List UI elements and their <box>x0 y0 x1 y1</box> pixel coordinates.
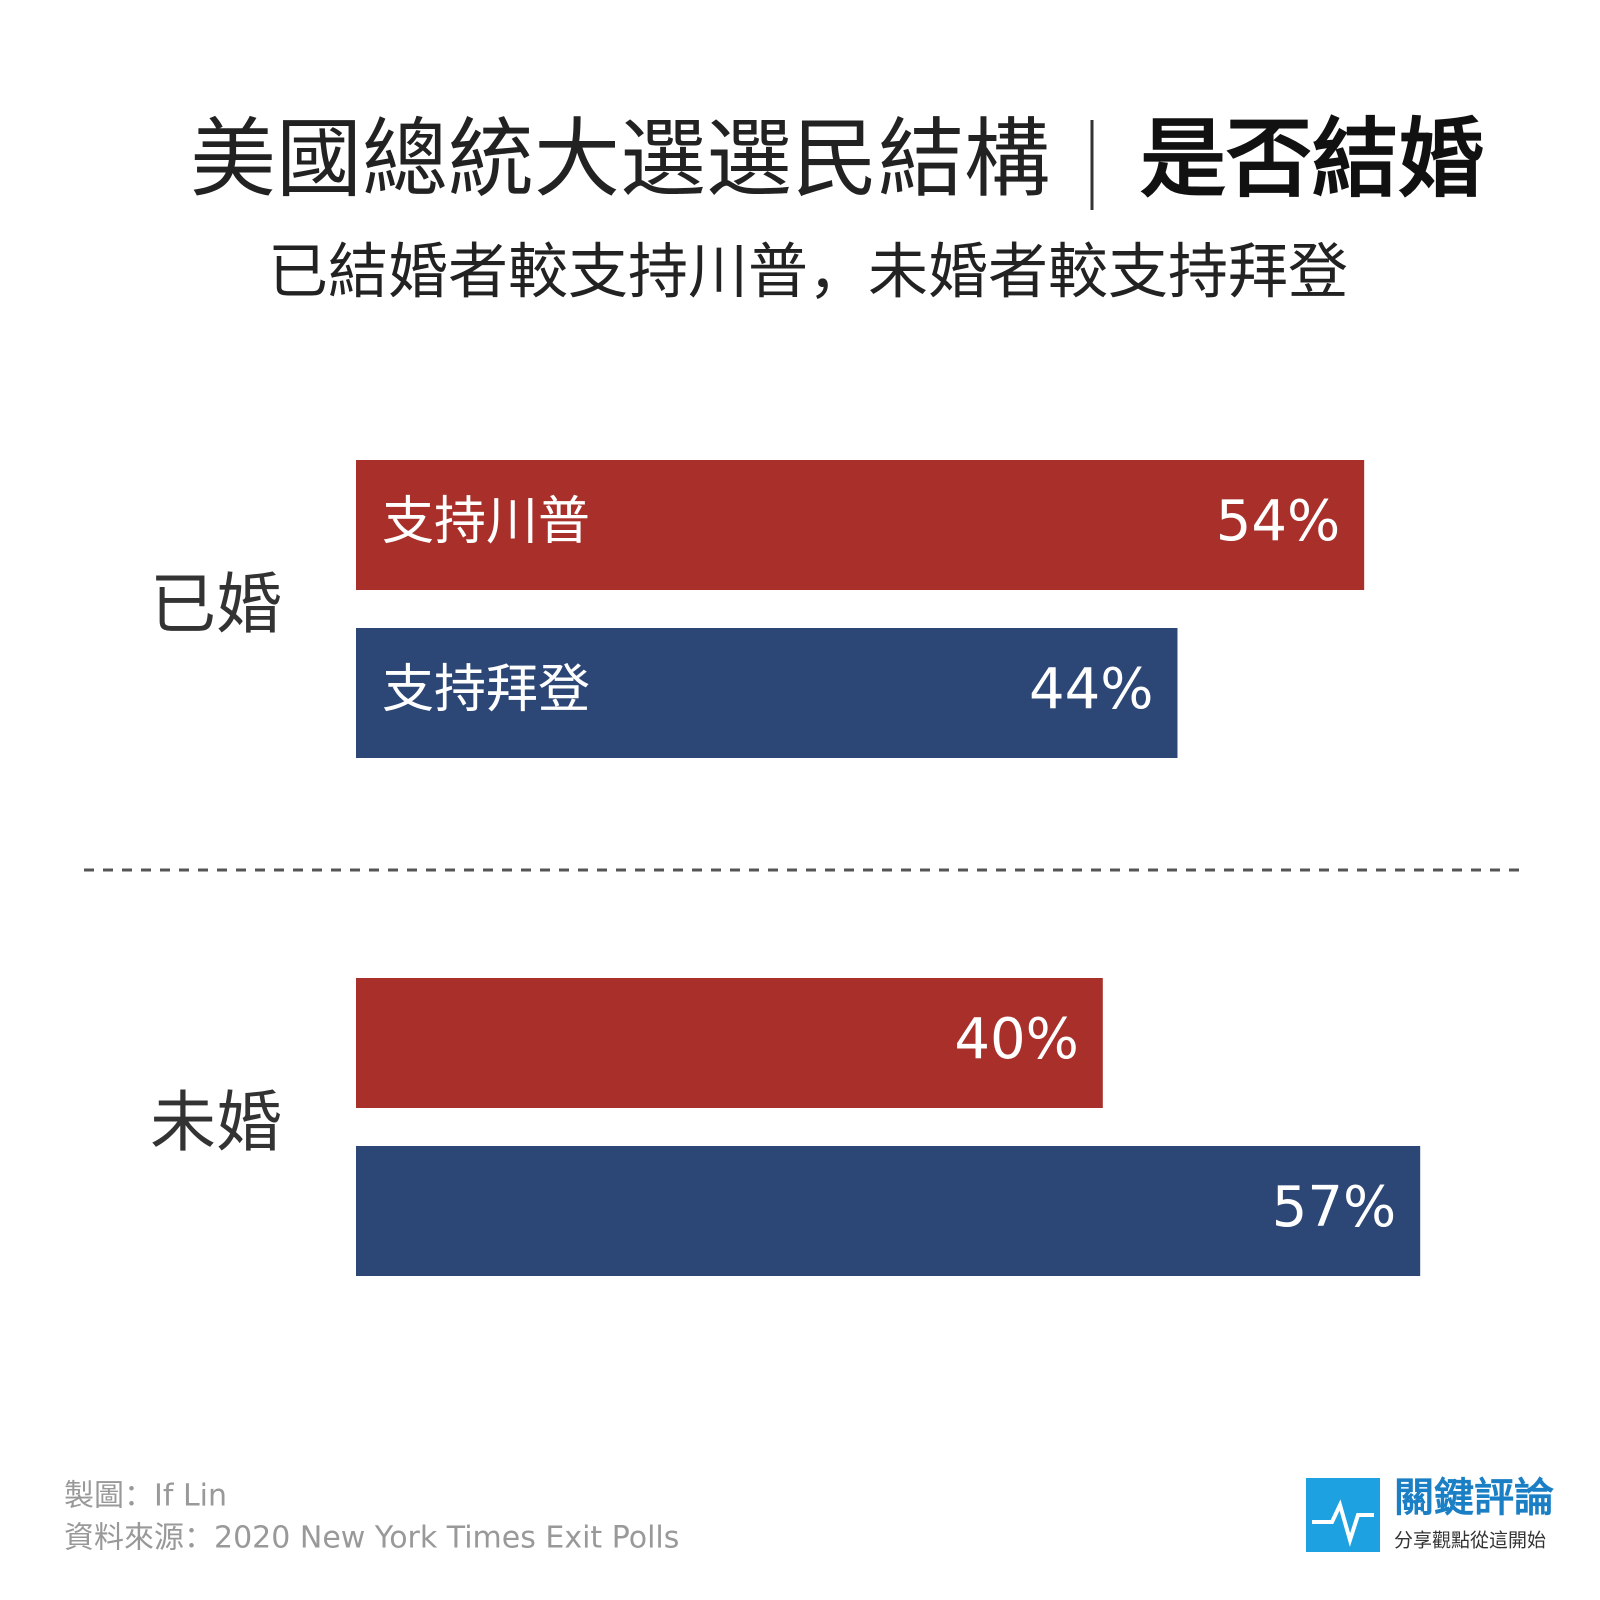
source-credit: 資料來源：2020 New York Times Exit Polls <box>64 1521 679 1556</box>
bar <box>356 1146 1421 1276</box>
bar <box>356 978 1103 1108</box>
logo-pulse <box>1312 1499 1374 1547</box>
chart-subtitle: 已結婚者較支持川普，未婚者較支持拜登 <box>268 238 1348 308</box>
logo-tagline: 分享觀點從這開始 <box>1394 1530 1546 1552</box>
category-label: 已婚 <box>150 566 282 643</box>
chart-title-highlight: 是否結婚 <box>1140 109 1484 209</box>
bar <box>356 460 1365 590</box>
value-label: 57% <box>1272 1175 1396 1240</box>
chart-title: 美國總統大選選民結構 <box>190 109 1050 209</box>
value-label: 44% <box>1029 657 1153 722</box>
value-label: 54% <box>1216 489 1340 554</box>
bar <box>356 628 1178 758</box>
series-label: 支持川普 <box>382 492 590 552</box>
author-credit: 製圖：If Lin <box>64 1479 227 1514</box>
logo-name: 關鍵評論 <box>1394 1475 1554 1521</box>
series-label: 支持拜登 <box>382 660 590 720</box>
category-label: 未婚 <box>150 1084 282 1161</box>
value-label: 40% <box>954 1007 1078 1072</box>
